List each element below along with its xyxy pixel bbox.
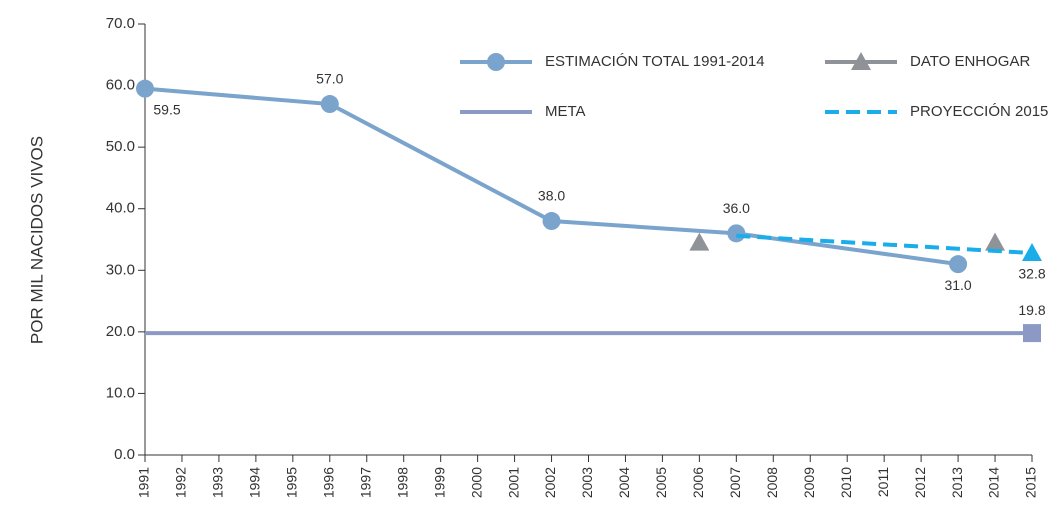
- x-tick-label: 2001: [505, 467, 521, 498]
- point: [727, 224, 746, 243]
- point: [689, 232, 710, 251]
- data-label: 19.8: [1018, 302, 1045, 318]
- legend-marker: [487, 53, 505, 71]
- legend-label: META: [545, 103, 586, 120]
- x-tick-label: 2015: [1023, 467, 1039, 498]
- point: [320, 95, 339, 114]
- x-tick-label: 1998: [394, 467, 410, 498]
- x-tick-label: 1994: [247, 467, 263, 498]
- data-label: 31.0: [944, 277, 971, 293]
- x-tick-label: 1995: [284, 467, 300, 498]
- data-label: 36.0: [723, 200, 750, 216]
- point: [136, 79, 154, 98]
- x-tick-label: 2005: [653, 467, 669, 498]
- x-tick-label: 2008: [764, 467, 780, 498]
- y-axis-label: POR MIL NACIDOS VIVOS: [27, 136, 46, 344]
- x-tick-label: 2012: [912, 467, 928, 498]
- data-label: 59.5: [153, 101, 180, 117]
- x-tick-label: 2006: [690, 467, 706, 498]
- data-label: 38.0: [538, 188, 565, 204]
- point: [949, 255, 968, 274]
- data-label: 57.0: [316, 71, 343, 87]
- series-line: [736, 233, 1033, 256]
- x-tick-label: 2009: [801, 467, 817, 498]
- x-tick-label: 1996: [320, 467, 336, 498]
- point: [985, 232, 1006, 251]
- x-tick-label: 2011: [875, 467, 891, 497]
- legend-label: DATO ENHOGAR: [910, 53, 1030, 70]
- x-tick-label: 2014: [986, 467, 1002, 498]
- legend-label: ESTIMACIÓN TOTAL 1991-2014: [545, 53, 765, 70]
- data-label: 32.8: [1018, 266, 1045, 282]
- y-tick-label: 10.0: [106, 384, 135, 401]
- point: [1022, 243, 1042, 262]
- y-tick-label: 0.0: [114, 446, 135, 463]
- point: [1023, 324, 1041, 343]
- x-tick-label: 2010: [838, 467, 854, 498]
- legend-marker: [851, 52, 871, 70]
- x-tick-label: 2004: [616, 467, 632, 498]
- y-tick-label: 30.0: [106, 261, 135, 278]
- point: [542, 212, 561, 231]
- x-tick-label: 1997: [357, 467, 373, 498]
- y-tick-label: 50.0: [106, 138, 135, 155]
- y-tick-label: 60.0: [106, 77, 135, 94]
- y-tick-label: 40.0: [106, 200, 135, 217]
- x-tick-label: 1993: [210, 467, 226, 498]
- x-tick-label: 2003: [579, 467, 595, 498]
- x-tick-label: 1991: [136, 467, 152, 498]
- x-tick-label: 1999: [431, 467, 447, 498]
- x-tick-label: 2000: [468, 467, 484, 498]
- x-tick-label: 2002: [542, 467, 558, 498]
- x-tick-label: 2013: [949, 467, 965, 498]
- x-tick-label: 2007: [727, 467, 743, 498]
- x-tick-label: 1992: [173, 467, 189, 498]
- y-tick-label: 70.0: [106, 15, 135, 32]
- legend-label: PROYECCIÓN 2015: [910, 103, 1048, 120]
- y-tick-label: 20.0: [106, 323, 135, 340]
